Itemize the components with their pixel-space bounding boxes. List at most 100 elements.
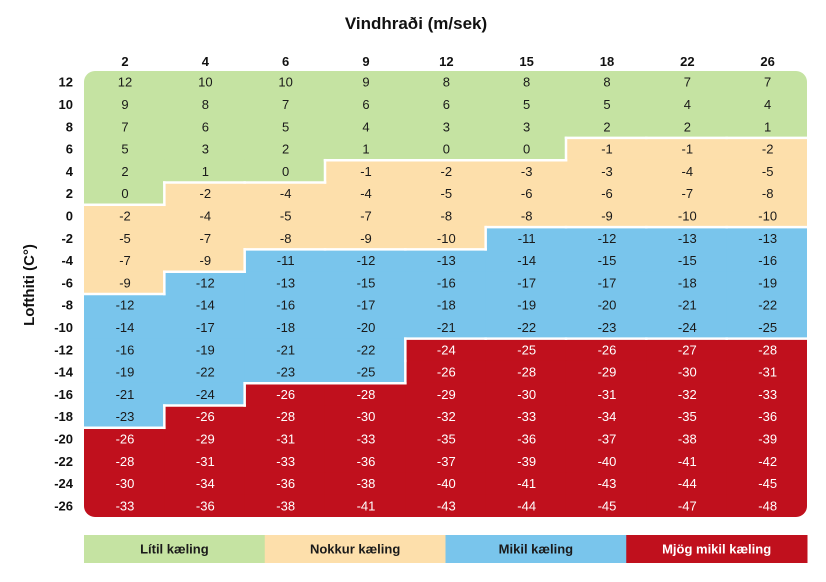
- heatmap-cell: [164, 93, 245, 116]
- heatmap-cell: [324, 271, 406, 295]
- heatmap-cell-value: -9: [119, 275, 131, 290]
- heatmap-cell: [726, 360, 807, 384]
- heatmap-cell: [324, 382, 406, 406]
- heatmap-cell: [405, 293, 486, 317]
- heatmap-cell: [565, 93, 647, 116]
- x-tick-label: 15: [519, 54, 533, 69]
- heatmap-cell-value: -35: [678, 409, 697, 424]
- heatmap-cell: [324, 360, 406, 384]
- heatmap-cell: [485, 494, 567, 517]
- heatmap-cell: [565, 249, 647, 272]
- heatmap-cell-value: -9: [601, 208, 613, 223]
- heatmap-cell-value: -12: [116, 298, 135, 313]
- y-tick-label: -16: [54, 387, 73, 402]
- heatmap-cell: [405, 226, 486, 250]
- heatmap-cell: [244, 449, 326, 473]
- heatmap-cell-value: -37: [598, 431, 617, 446]
- heatmap-cell-value: -15: [357, 275, 376, 290]
- heatmap-cell: [565, 182, 647, 206]
- heatmap-cell-value: -24: [196, 387, 215, 402]
- heatmap-cell: [646, 271, 727, 295]
- heatmap-cell-value: -14: [116, 320, 135, 335]
- heatmap-cell: [726, 427, 807, 451]
- heatmap-cell: [405, 427, 486, 451]
- heatmap-cell-value: -12: [196, 275, 215, 290]
- heatmap-cell-value: -26: [598, 342, 617, 357]
- heatmap-cell: [164, 249, 245, 272]
- heatmap-cell: [84, 427, 165, 451]
- heatmap-cell-value: -29: [437, 387, 456, 402]
- y-tick-label: -24: [54, 476, 74, 491]
- heatmap-cell-value: -4: [200, 208, 212, 223]
- heatmap-cell: [164, 226, 245, 250]
- heatmap-cell: [646, 382, 727, 406]
- heatmap-cell-value: -30: [116, 476, 135, 491]
- legend-swatch: [264, 535, 446, 563]
- x-tick-label: 4: [202, 54, 210, 69]
- x-tick-label: 22: [680, 54, 694, 69]
- heatmap-cell: [485, 405, 567, 429]
- heatmap-cell: [405, 71, 486, 94]
- heatmap-cell-value: 1: [362, 142, 369, 157]
- heatmap-cell: [324, 204, 406, 228]
- heatmap-cell: [84, 182, 165, 206]
- heatmap-cell: [565, 71, 647, 94]
- heatmap-cell-value: -26: [196, 409, 215, 424]
- heatmap-cell: [726, 494, 807, 517]
- heatmap-cell: [244, 93, 326, 116]
- heatmap-cell-value: -41: [678, 454, 697, 469]
- x-axis-title: Vindhraði (m/sek): [345, 14, 487, 33]
- heatmap-cell-value: -11: [277, 253, 295, 268]
- heatmap-cell-value: -3: [521, 164, 533, 179]
- heatmap-cell-value: -48: [758, 498, 777, 513]
- heatmap-cell-value: -1: [601, 142, 613, 157]
- heatmap-cell: [646, 159, 727, 183]
- heatmap-cell: [565, 472, 647, 495]
- heatmap-cell-value: 6: [202, 119, 209, 134]
- heatmap-cell-value: -3: [601, 164, 613, 179]
- heatmap-cell: [324, 494, 406, 517]
- heatmap-cell: [244, 472, 326, 495]
- heatmap-cell: [164, 293, 245, 317]
- heatmap-cell-value: -10: [678, 208, 697, 223]
- heatmap-cell-value: -42: [758, 454, 777, 469]
- heatmap-cell: [164, 472, 245, 495]
- heatmap-cell-value: 8: [523, 75, 530, 90]
- heatmap-cell: [84, 494, 165, 517]
- heatmap-cell: [244, 137, 326, 161]
- heatmap-cell-value: -19: [517, 298, 536, 313]
- legend-label: Lítil kæling: [140, 542, 209, 557]
- heatmap-cell-value: -32: [437, 409, 456, 424]
- heatmap-cell-value: 7: [684, 75, 691, 90]
- heatmap-cell: [324, 159, 406, 183]
- heatmap-cell-value: -13: [758, 231, 777, 246]
- x-tick-label: 12: [439, 54, 453, 69]
- heatmap-cell: [84, 316, 165, 339]
- heatmap-cell: [565, 427, 647, 451]
- heatmap-cell: [84, 115, 165, 139]
- heatmap-cell: [164, 338, 245, 362]
- heatmap-cell-value: -38: [357, 476, 376, 491]
- heatmap-cell: [164, 159, 245, 183]
- heatmap-cell-value: 5: [282, 119, 289, 134]
- heatmap-cell-value: -17: [196, 320, 215, 335]
- heatmap-cell: [84, 360, 165, 384]
- heatmap-cell-value: -33: [276, 454, 295, 469]
- heatmap-cell: [164, 316, 245, 339]
- heatmap-cell-value: 8: [443, 75, 450, 90]
- heatmap-cell: [244, 360, 326, 384]
- heatmap-cell: [646, 338, 727, 362]
- heatmap-background: [84, 71, 807, 517]
- heatmap-cell: [726, 249, 807, 272]
- heatmap-cell: [324, 316, 406, 339]
- heatmap-cell: [485, 137, 567, 161]
- heatmap-cell: [164, 382, 245, 406]
- heatmap-cell: [485, 472, 567, 495]
- heatmap-cell-value: -31: [196, 454, 215, 469]
- heatmap-cell-value: -2: [762, 142, 774, 157]
- heatmap-cell-value: -16: [758, 253, 777, 268]
- heatmap-cell: [485, 338, 567, 362]
- heatmap-cell: [164, 360, 245, 384]
- heatmap-cell-value: -11: [518, 231, 536, 246]
- heatmap-cell-value: -8: [762, 186, 774, 201]
